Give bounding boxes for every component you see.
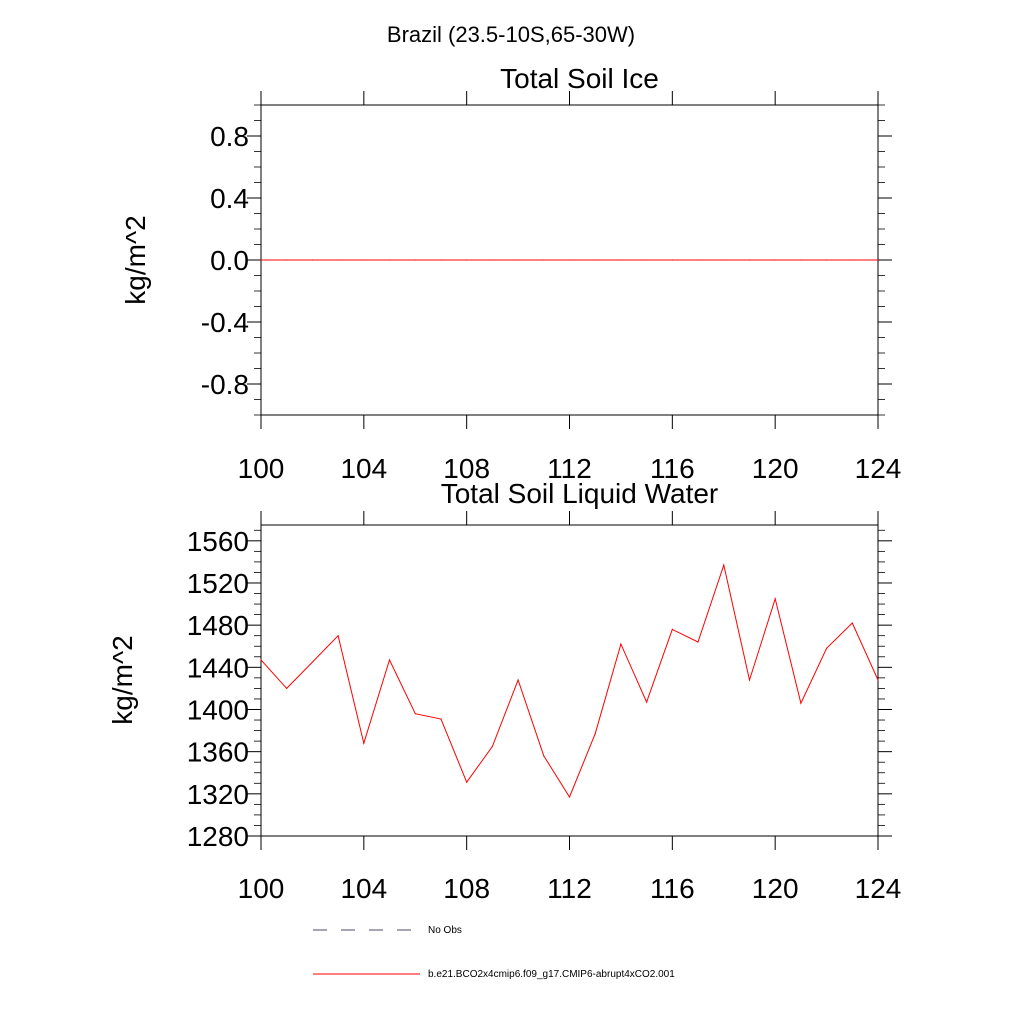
data-point — [723, 564, 725, 566]
y-axis-label: kg/m^2 — [107, 635, 138, 724]
data-point — [646, 701, 648, 703]
data-point — [568, 259, 571, 261]
data-point — [800, 259, 802, 261]
data-point — [466, 781, 468, 783]
y-tick-label: 0.0 — [210, 245, 249, 276]
y-tick-label: 1280 — [187, 821, 249, 852]
data-point — [517, 679, 519, 681]
data-point — [363, 742, 365, 744]
data-point — [311, 661, 314, 663]
legend-label-model: b.e21.BCO2x4cmip6.f09_g17.CMIP6-abrupt4x… — [428, 969, 675, 980]
data-point — [620, 259, 622, 261]
panel-title: Total Soil Ice — [500, 63, 659, 94]
data-point — [491, 745, 493, 747]
data-point — [723, 259, 725, 261]
series-line — [260, 563, 879, 799]
y-tick-label: 1440 — [187, 652, 249, 683]
legend: No Obs b.e21.BCO2x4cmip6.f09_g17.CMIP6-a… — [313, 925, 675, 980]
data-point — [671, 259, 673, 261]
data-point — [440, 259, 442, 261]
data-point — [877, 259, 879, 261]
data-point — [748, 679, 751, 681]
x-tick-label: 120 — [752, 873, 799, 904]
data-point — [620, 643, 622, 645]
x-tick-label: 108 — [443, 873, 490, 904]
y-tick-label: 0.4 — [210, 183, 249, 214]
data-point — [363, 259, 365, 261]
x-tick-label: 100 — [238, 453, 285, 484]
x-tick-label: 104 — [340, 873, 387, 904]
data-point — [337, 635, 339, 637]
x-tick-label: 124 — [855, 873, 902, 904]
y-tick-label: 1520 — [187, 568, 249, 599]
data-point — [825, 259, 828, 261]
x-tick-label: 120 — [752, 453, 799, 484]
y-tick-label: 1400 — [187, 694, 249, 725]
data-point — [260, 659, 262, 661]
x-tick-label: 112 — [547, 873, 592, 904]
x-tick-label: 116 — [650, 453, 695, 484]
x-tick-label: 108 — [443, 453, 490, 484]
data-point — [877, 679, 879, 681]
data-point — [543, 259, 545, 261]
y-tick-label: 0.8 — [210, 121, 249, 152]
y-tick-label: 1320 — [187, 779, 249, 810]
data-point — [414, 259, 416, 261]
data-point — [774, 259, 776, 261]
data-point — [337, 259, 339, 261]
x-tick-label: 104 — [340, 453, 387, 484]
data-point — [440, 718, 442, 720]
y-tick-label: 1360 — [187, 737, 249, 768]
data-point — [594, 259, 596, 261]
legend-label-no-obs: No Obs — [428, 925, 462, 936]
data-point — [286, 259, 288, 261]
data-point — [748, 259, 751, 261]
y-tick-label: -0.8 — [201, 369, 249, 400]
data-point — [517, 259, 519, 261]
y-tick-label: -0.4 — [201, 307, 249, 338]
x-tick-label: 116 — [650, 873, 695, 904]
x-tick-label: 100 — [238, 873, 285, 904]
data-point — [697, 259, 699, 261]
y-tick-label: 1480 — [187, 610, 249, 641]
data-point — [260, 259, 262, 261]
data-point — [388, 659, 391, 661]
data-point — [697, 641, 699, 643]
data-point — [671, 628, 673, 630]
data-point — [466, 259, 468, 261]
data-point — [646, 259, 648, 261]
data-point — [286, 687, 288, 690]
data-point — [851, 622, 853, 624]
data-point — [311, 259, 314, 261]
panel-title: Total Soil Liquid Water — [441, 478, 719, 509]
data-point — [851, 259, 853, 261]
panel-total-soil-ice: Total Soil Ice kg/m^2 100 104 108 112 116 120 12… — [120, 63, 901, 484]
panel-total-soil-liquid-water: Total Soil Liquid Water kg/m^2 100 104 108 11… — [107, 478, 901, 904]
data-point — [568, 796, 571, 798]
y-tick-label: 1560 — [187, 526, 249, 557]
data-point — [825, 647, 828, 649]
data-point — [414, 713, 416, 715]
figure-title: Brazil (23.5-10S,65-30W) — [387, 22, 635, 47]
data-point — [774, 598, 776, 600]
data-point — [491, 259, 493, 261]
data-point — [543, 755, 545, 757]
x-tick-label: 124 — [855, 453, 902, 484]
data-point — [388, 259, 391, 261]
plot-frame — [260, 524, 879, 837]
data-point — [594, 733, 596, 735]
data-point — [800, 702, 802, 704]
x-tick-label: 112 — [547, 453, 592, 484]
y-axis-label: kg/m^2 — [120, 215, 151, 304]
